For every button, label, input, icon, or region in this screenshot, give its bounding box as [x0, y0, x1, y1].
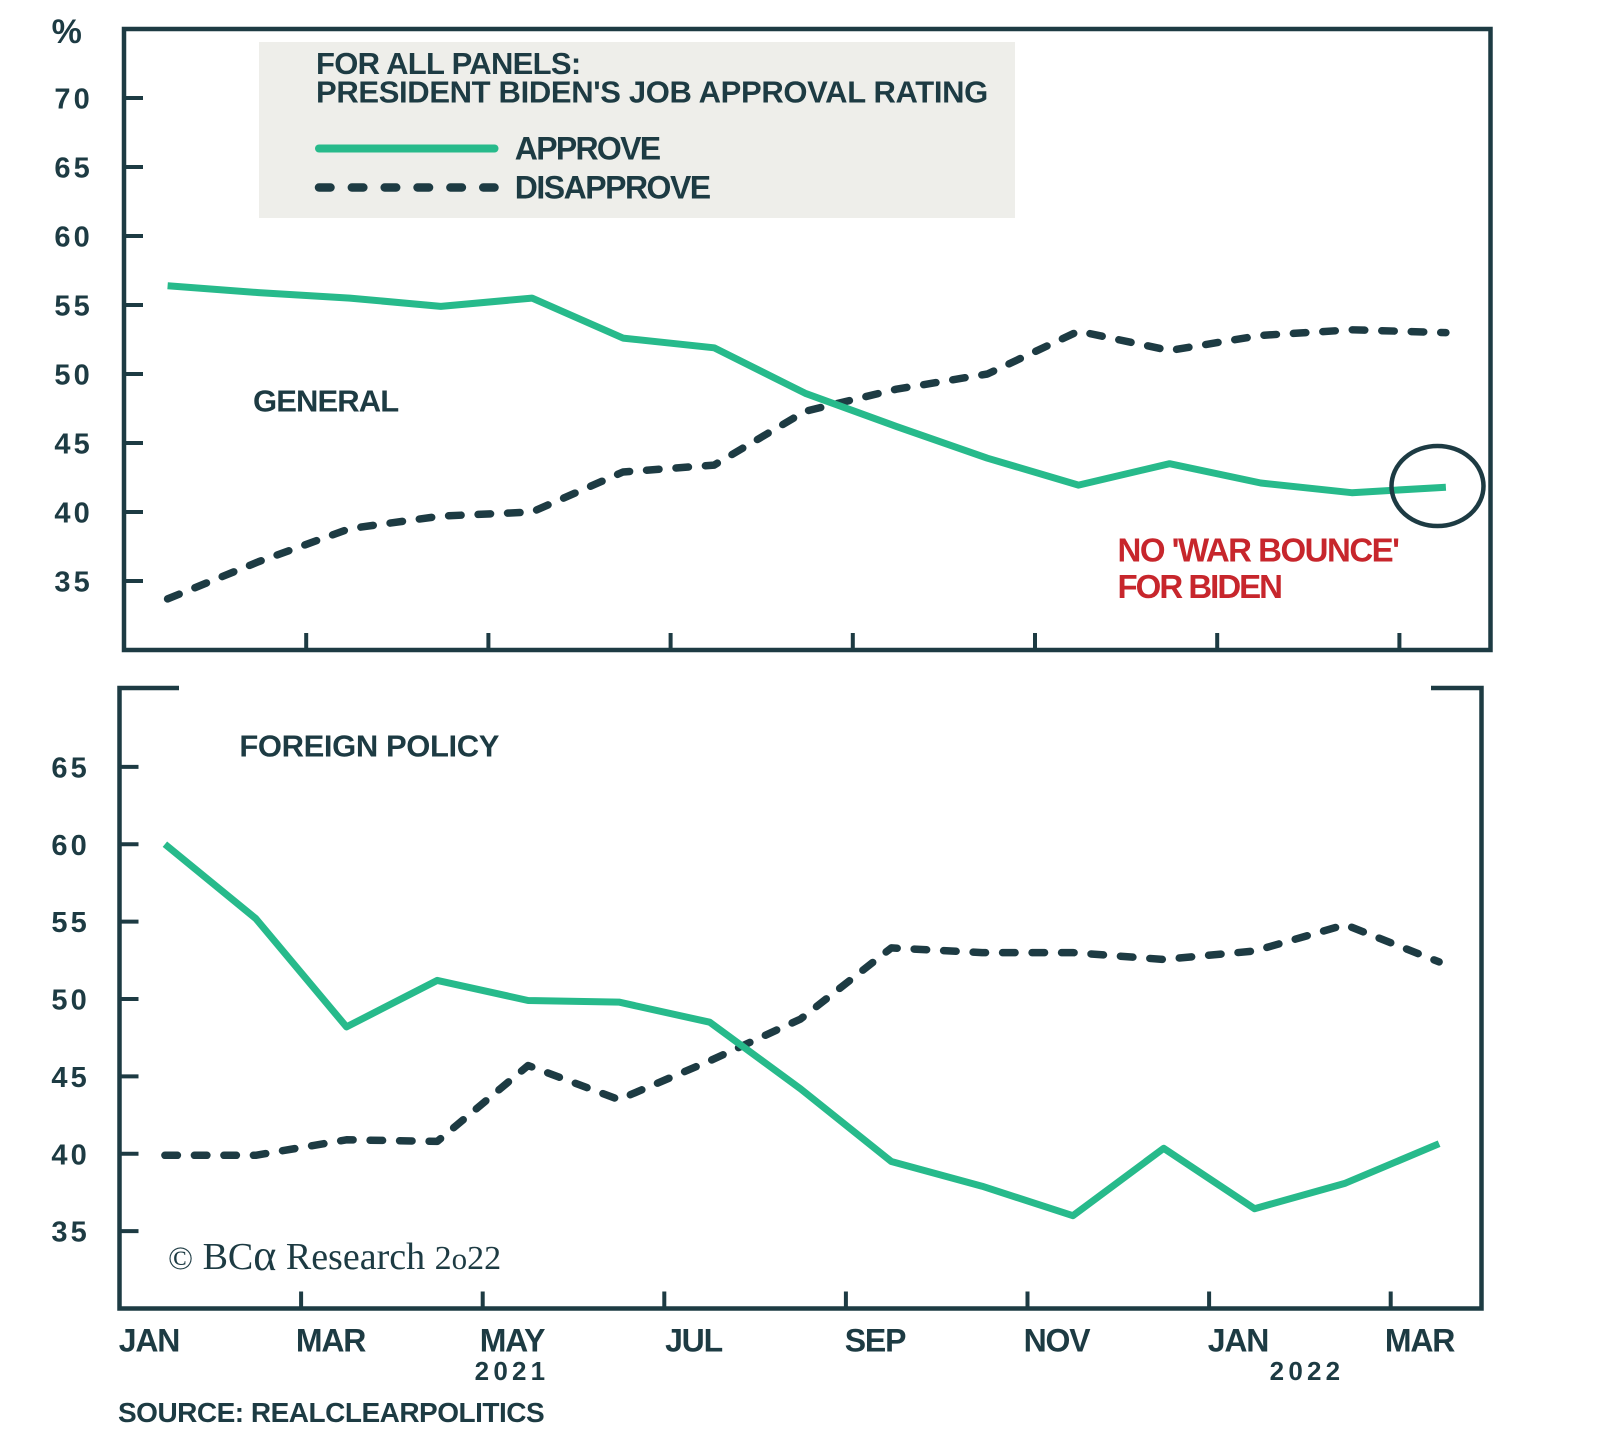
svg-text:JUL: JUL: [665, 1323, 723, 1359]
svg-text:PRESIDENT BIDEN'S JOB APPROVAL: PRESIDENT BIDEN'S JOB APPROVAL RATING: [316, 75, 988, 110]
svg-text:SEP: SEP: [845, 1323, 906, 1359]
svg-text:55: 55: [51, 907, 90, 939]
svg-text:65: 65: [51, 752, 90, 784]
svg-text:35: 35: [54, 567, 93, 599]
svg-text:65: 65: [54, 153, 93, 185]
svg-text:60: 60: [51, 830, 90, 862]
svg-text:35: 35: [51, 1217, 90, 1249]
svg-text:© BCα Research 2o22: © BCα Research 2o22: [168, 1231, 501, 1280]
svg-text:FOR ALL PANELS:: FOR ALL PANELS:: [316, 46, 580, 81]
svg-text:APPROVE: APPROVE: [515, 131, 661, 167]
svg-text:FOR BIDEN: FOR BIDEN: [1118, 568, 1282, 605]
svg-text:2021: 2021: [475, 1356, 550, 1386]
svg-text:MAY: MAY: [480, 1323, 545, 1359]
svg-text:50: 50: [54, 360, 93, 392]
svg-text:FOREIGN POLICY: FOREIGN POLICY: [239, 729, 499, 764]
svg-text:60: 60: [54, 222, 93, 254]
svg-text:GENERAL: GENERAL: [253, 384, 398, 419]
svg-text:50: 50: [51, 985, 90, 1017]
svg-text:SOURCE: REALCLEARPOLITICS: SOURCE: REALCLEARPOLITICS: [118, 1397, 544, 1428]
svg-text:MAR: MAR: [296, 1323, 366, 1359]
svg-text:45: 45: [54, 429, 93, 461]
svg-text:JAN: JAN: [119, 1323, 179, 1359]
svg-text:NO 'WAR BOUNCE': NO 'WAR BOUNCE': [1118, 532, 1400, 569]
svg-text:JAN: JAN: [1208, 1323, 1268, 1359]
svg-text:40: 40: [54, 498, 93, 530]
svg-text:40: 40: [51, 1139, 90, 1171]
svg-text:MAR: MAR: [1385, 1323, 1455, 1359]
svg-text:NOV: NOV: [1024, 1323, 1092, 1359]
svg-text:70: 70: [54, 84, 93, 116]
svg-text:DISAPPROVE: DISAPPROVE: [515, 170, 711, 206]
svg-text:55: 55: [54, 291, 93, 323]
svg-text:45: 45: [51, 1062, 90, 1094]
svg-text:%: %: [52, 13, 82, 51]
svg-text:2022: 2022: [1270, 1356, 1345, 1386]
